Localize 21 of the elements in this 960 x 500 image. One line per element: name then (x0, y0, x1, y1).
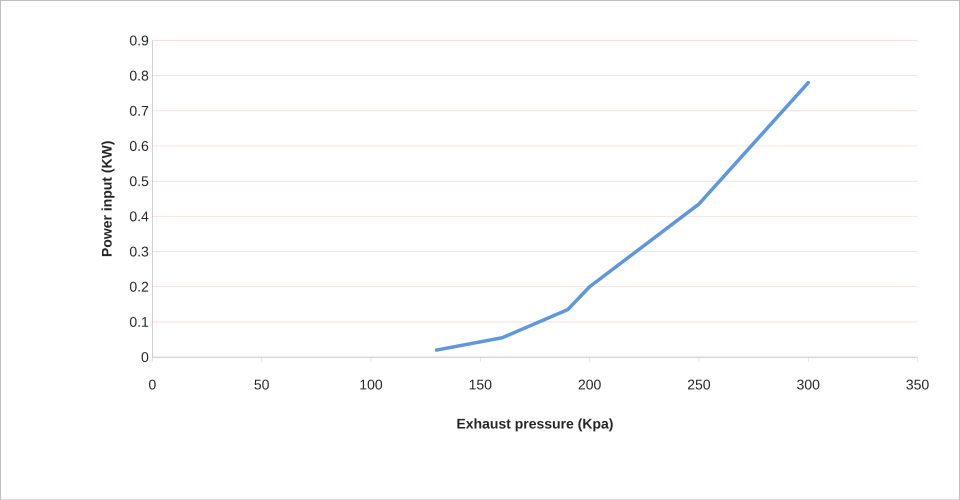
x-tick-label: 100 (360, 379, 382, 390)
x-tick-label: 300 (797, 379, 820, 390)
y-tick-label: 0.8 (130, 70, 148, 80)
y-tick-label: 0 (142, 352, 148, 362)
y-tick-label: 0.7 (130, 106, 148, 116)
y-tick-label: 0.5 (130, 176, 148, 186)
y-tick-label: 0.2 (130, 282, 148, 292)
y-tick-label: 0.9 (130, 35, 148, 46)
y-tick-label: 0.6 (130, 140, 148, 151)
x-tick-label: 50 (254, 379, 269, 390)
x-tick-label: 250 (688, 379, 710, 390)
y-tick-label: 0.1 (130, 316, 148, 327)
line-series (434, 80, 810, 352)
y-axis-title: Power input (KW) (101, 140, 115, 256)
x-tick-label: 350 (906, 379, 929, 390)
x-tick-label: 0 (149, 379, 156, 390)
x-tick-label: 150 (470, 379, 492, 390)
y-tick-label: 0.4 (130, 211, 148, 222)
y-tick-label: 0.3 (130, 246, 148, 256)
x-tick-label: 200 (578, 379, 601, 390)
x-axis-title: Exhaust pressure (Kpa) (457, 418, 613, 432)
